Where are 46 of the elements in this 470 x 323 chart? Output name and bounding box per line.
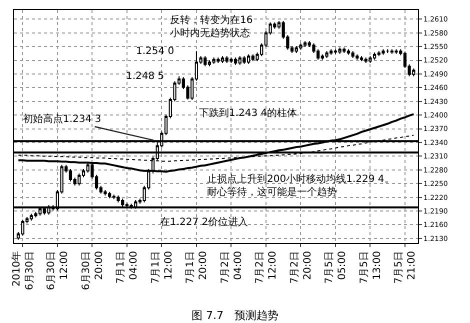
x-tick-label: 6月30日 12:00 — [46, 251, 70, 290]
annotation: 1.254 0 — [136, 46, 174, 57]
annotation: 下跌到1.243 4的柱体 — [199, 107, 298, 119]
x-tick-label: 7月1日 20:00 — [185, 251, 210, 284]
candlestick — [299, 42, 302, 50]
candlestick — [216, 57, 220, 64]
candlestick — [368, 56, 372, 64]
annotation: 初始高点1.234 3 — [23, 113, 102, 125]
candlestick — [394, 48, 398, 54]
x-tick-label: 7月2日 20:00 — [289, 251, 314, 284]
annotation: 1.248 5 — [126, 71, 164, 82]
x-tick-label: 7月1日 04:00 — [116, 251, 140, 284]
candlestick — [104, 190, 107, 196]
x-tick-label: 6月30日 20:00 — [80, 251, 105, 290]
candlestick — [325, 50, 328, 58]
candlestick — [68, 168, 72, 182]
candlestick — [372, 52, 376, 60]
candlestick — [208, 60, 212, 67]
candlestick — [360, 56, 364, 62]
annotation: 止损点上升到200小时移动均线1.229 4。耐心等待，这可能是一个趋势 — [207, 173, 394, 198]
annotation: 反转，转变为在16小时内无趋势状态 — [170, 14, 253, 39]
candlestick — [334, 48, 338, 54]
x-tick-label: 7月5日 13:00 — [358, 251, 383, 284]
x-tick-label: 7月1日 12:00 — [150, 251, 174, 284]
x-tick-label: 7月5日 21:00 — [394, 251, 418, 284]
candlestick — [234, 57, 238, 66]
candlestick — [21, 219, 24, 236]
candlestick — [212, 57, 216, 64]
x-tick-label: 7月5日 05:00 — [324, 251, 348, 284]
candlestick — [338, 46, 342, 54]
x-tick-label: 7月2日 12:00 — [254, 251, 279, 284]
candlestick — [34, 211, 38, 218]
candlestick — [382, 48, 385, 56]
candlestick — [78, 173, 81, 186]
candlestick — [242, 56, 246, 64]
x-tick-label: 2010年 6月30日 — [10, 251, 36, 290]
candlestick — [116, 194, 120, 203]
annotation: 在1.227 2价位进入 — [160, 216, 248, 228]
candlestick — [356, 54, 359, 60]
candlestick — [220, 56, 224, 64]
text: 图 7.7 预测趋势 — [192, 309, 278, 322]
x-tick-label: 7月2日 04:00 — [220, 251, 244, 284]
candlestick — [412, 68, 416, 77]
candlestick — [230, 57, 233, 64]
candlestick — [346, 48, 350, 56]
candlestick — [303, 40, 307, 48]
